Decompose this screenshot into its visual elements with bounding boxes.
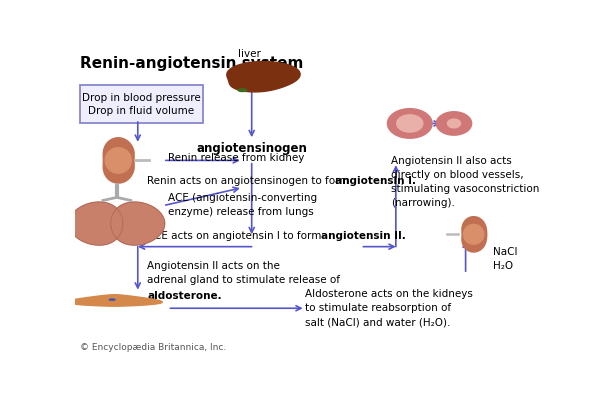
- Text: Renin-angiotensin system: Renin-angiotensin system: [80, 56, 303, 71]
- Ellipse shape: [237, 88, 248, 92]
- Polygon shape: [464, 224, 484, 244]
- Polygon shape: [103, 138, 135, 183]
- Text: angiotensin I.: angiotensin I.: [335, 176, 416, 186]
- Polygon shape: [462, 217, 487, 252]
- Polygon shape: [436, 112, 472, 135]
- Ellipse shape: [109, 298, 116, 301]
- Text: Aldosterone acts on the kidneys
to stimulate reabsorption of
salt (NaCl) and wat: Aldosterone acts on the kidneys to stimu…: [305, 289, 473, 327]
- Polygon shape: [388, 109, 432, 138]
- Polygon shape: [67, 295, 162, 306]
- Text: ACE acts on angiotensin I to form: ACE acts on angiotensin I to form: [147, 231, 325, 241]
- Polygon shape: [105, 148, 131, 173]
- Text: aldosterone.: aldosterone.: [147, 291, 222, 301]
- Polygon shape: [111, 202, 165, 245]
- Text: liver: liver: [238, 49, 261, 59]
- Text: Renin acts on angiotensinogen to form: Renin acts on angiotensinogen to form: [147, 176, 353, 186]
- Text: angiotensin II.: angiotensin II.: [322, 231, 406, 241]
- Text: Angiotensin II also acts
directly on blood vessels,
stimulating vasoconstriction: Angiotensin II also acts directly on blo…: [391, 156, 539, 208]
- Text: © Encyclopædia Britannica, Inc.: © Encyclopædia Britannica, Inc.: [80, 343, 226, 352]
- Polygon shape: [397, 115, 423, 132]
- FancyBboxPatch shape: [80, 85, 203, 124]
- Text: angiotensinogen: angiotensinogen: [196, 142, 307, 155]
- Text: Renin release from kidney: Renin release from kidney: [168, 153, 304, 163]
- Text: Drop in blood pressure
Drop in fluid volume: Drop in blood pressure Drop in fluid vol…: [82, 93, 200, 116]
- Polygon shape: [448, 119, 460, 128]
- Text: NaCl
H₂O: NaCl H₂O: [493, 247, 518, 271]
- Polygon shape: [69, 202, 123, 245]
- Text: Angiotensin II acts on the
adrenal gland to stimulate release of: Angiotensin II acts on the adrenal gland…: [147, 261, 340, 285]
- Polygon shape: [227, 62, 300, 92]
- Text: ACE (angiotensin-converting
enzyme) release from lungs: ACE (angiotensin-converting enzyme) rele…: [168, 193, 317, 217]
